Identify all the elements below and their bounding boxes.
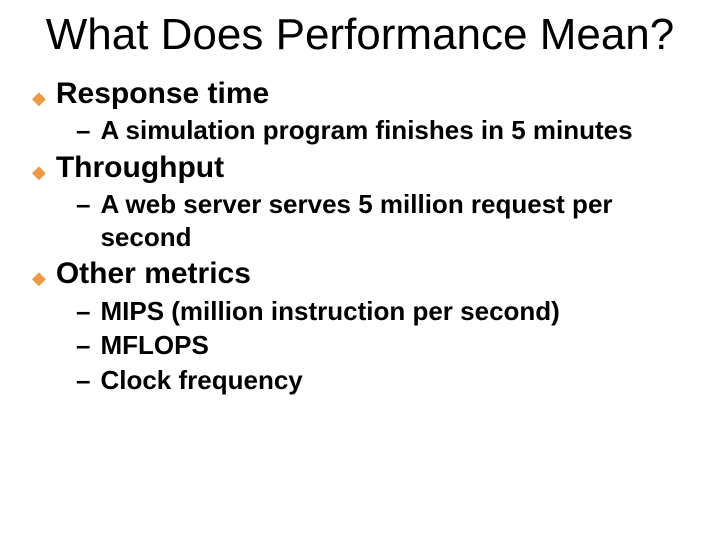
dash-bullet-icon: – [76,295,90,328]
sub-list-item-label: MIPS (million instruction per second) [100,295,559,328]
dash-bullet-icon: – [76,329,90,362]
dash-bullet-icon: – [76,364,90,397]
sub-list-item: – MIPS (million instruction per second) [76,295,692,328]
sub-list-item: – A web server serves 5 million request … [76,188,692,253]
list-item: ◆ Response time [32,75,692,113]
dash-bullet-icon: – [76,188,90,221]
diamond-bullet-icon: ◆ [32,267,46,290]
list-item-label: Throughput [56,149,224,187]
list-item: ◆ Throughput [32,149,692,187]
sub-list-item: – MFLOPS [76,329,692,362]
sub-list-item-label: MFLOPS [100,329,208,362]
dash-bullet-icon: – [76,114,90,147]
diamond-bullet-icon: ◆ [32,161,46,184]
sub-list-item: – Clock frequency [76,364,692,397]
list-item: ◆ Other metrics [32,255,692,293]
diamond-bullet-icon: ◆ [32,87,46,110]
sub-list-item-label: A web server serves 5 million request pe… [100,188,692,253]
sub-list-item-label: A simulation program finishes in 5 minut… [100,114,632,147]
sub-list-item-label: Clock frequency [100,364,302,397]
slide-title: What Does Performance Mean? [28,10,692,61]
list-item-label: Other metrics [56,255,251,293]
slide-body: ◆ Response time – A simulation program f… [28,75,692,397]
list-item-label: Response time [56,75,269,113]
slide: What Does Performance Mean? ◆ Response t… [0,0,720,540]
sub-list-item: – A simulation program finishes in 5 min… [76,114,692,147]
